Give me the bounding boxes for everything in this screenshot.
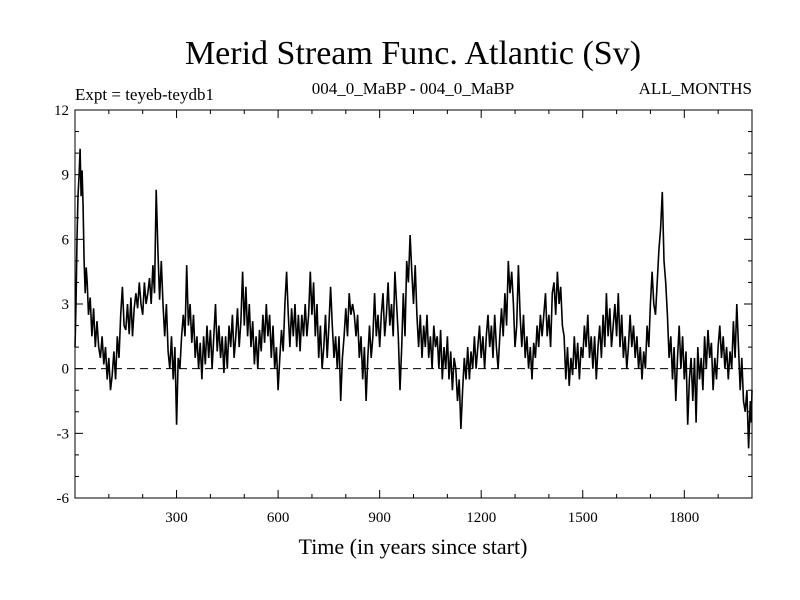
series-line — [74, 148, 753, 449]
y-tick-label: 0 — [62, 362, 70, 378]
y-tick-label: 6 — [62, 232, 70, 248]
plot-area: -6 -3 0 3 6 9 12 300 600 900 1200 1500 1800 — [54, 103, 753, 526]
x-tick-label: 900 — [368, 510, 391, 526]
x-tick-label: 300 — [165, 510, 188, 526]
subtitle-right: ALL_MONTHS — [639, 79, 752, 98]
y-tick-label: -6 — [57, 491, 70, 507]
y-tick-label: 9 — [62, 168, 70, 184]
y-tick-label: -3 — [57, 426, 70, 442]
y-tick-label: 3 — [62, 297, 70, 313]
x-tick-label: 1500 — [568, 510, 598, 526]
x-tick-label: 1200 — [466, 510, 496, 526]
x-axis-label: Time (in years since start) — [299, 534, 528, 559]
x-tick-label: 600 — [267, 510, 290, 526]
x-tick-label: 1800 — [669, 510, 699, 526]
chart-title: Merid Stream Func. Atlantic (Sv) — [185, 35, 641, 72]
subtitle-left: Expt = teyeb-teydb1 — [75, 85, 214, 104]
y-tick-label: 12 — [54, 103, 69, 119]
subtitle-center: 004_0_MaBP - 004_0_MaBP — [312, 79, 514, 98]
